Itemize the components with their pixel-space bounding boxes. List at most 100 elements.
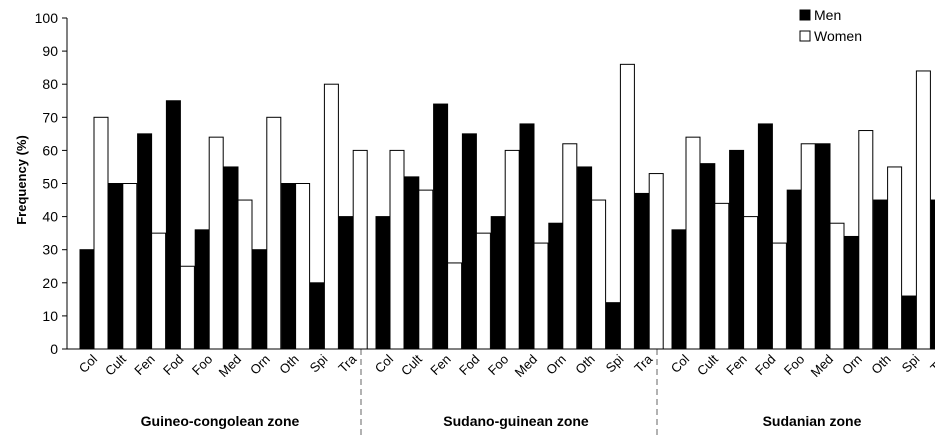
category-label: Fen xyxy=(723,352,749,378)
bar-women xyxy=(151,232,167,350)
bar-women xyxy=(743,216,759,350)
bar-women xyxy=(685,136,701,350)
group-label: Sudano-guinean zone xyxy=(443,413,589,429)
bar-women xyxy=(619,63,635,350)
bars xyxy=(79,63,935,350)
bar-women xyxy=(504,149,520,350)
y-tick-label: 30 xyxy=(42,242,58,258)
category-label: Cult xyxy=(102,351,129,378)
y-tick-label: 90 xyxy=(42,43,58,59)
group-label: Guineo-congolean zone xyxy=(141,413,300,429)
bar-men xyxy=(490,216,506,350)
bar-women xyxy=(447,262,463,350)
bar-women xyxy=(266,116,282,350)
bar-men xyxy=(700,163,716,350)
bar-men xyxy=(901,295,917,350)
bar-women xyxy=(389,149,405,350)
bar-women xyxy=(771,242,787,350)
bar-men xyxy=(281,183,297,350)
category-label: Tra xyxy=(631,351,656,376)
category-label: Tra xyxy=(335,351,360,376)
category-label: Oth xyxy=(572,352,597,377)
category-label: Fod xyxy=(160,352,186,378)
bar-men xyxy=(338,216,354,350)
bar-men xyxy=(548,222,564,350)
bar-women xyxy=(533,242,549,350)
bar-women xyxy=(887,166,903,350)
bar-men xyxy=(930,199,935,350)
bar-women xyxy=(648,173,664,350)
category-label: Oth xyxy=(276,352,301,377)
bar-women xyxy=(208,136,224,350)
category-label: Foo xyxy=(485,352,511,378)
bar-men xyxy=(194,229,210,350)
category-label: Cult xyxy=(398,351,425,378)
category-label: Fen xyxy=(427,352,453,378)
bar-women xyxy=(915,70,931,350)
bar-men xyxy=(844,235,860,350)
bar-men xyxy=(165,100,181,350)
category-label: Oth xyxy=(868,352,893,377)
y-tick-label: 100 xyxy=(35,10,59,26)
bar-men xyxy=(815,143,831,350)
category-label: Tra xyxy=(927,351,935,376)
category-label: Cult xyxy=(694,351,721,378)
bar-women xyxy=(237,199,253,350)
y-tick-label: 20 xyxy=(42,275,58,291)
bar-men xyxy=(252,249,268,350)
bar-women xyxy=(562,143,578,350)
bar-men xyxy=(671,229,687,350)
category-label: Fod xyxy=(456,352,482,378)
category-label: Orn xyxy=(543,352,569,378)
category-label: Med xyxy=(808,352,836,380)
bar-women xyxy=(295,183,311,350)
bar-men xyxy=(729,149,745,350)
category-label: Col xyxy=(76,351,100,375)
category-labels: Col Cult Fen Fod Foo Med Orn Oth Spi Tra Col Cult Fe… xyxy=(76,351,935,380)
y-axis-title: Frequency (%) xyxy=(14,135,29,225)
bar-men xyxy=(309,282,325,350)
category-label: Foo xyxy=(189,352,215,378)
legend-swatch xyxy=(799,9,811,21)
bar-men xyxy=(223,166,239,350)
bar-men xyxy=(79,249,95,350)
bar-women xyxy=(93,116,109,350)
bar-men xyxy=(634,192,650,350)
category-label: Fen xyxy=(131,352,157,378)
bar-men xyxy=(786,189,802,350)
bar-men xyxy=(137,133,153,350)
bar-women xyxy=(714,202,730,350)
y-tick-label: 50 xyxy=(42,176,58,192)
bar-women xyxy=(323,83,339,350)
bar-men xyxy=(577,166,593,350)
category-label: Orn xyxy=(839,352,865,378)
bar-women xyxy=(352,149,368,350)
category-label: Med xyxy=(216,352,244,380)
y-tick-label: 40 xyxy=(42,209,58,225)
category-label: Foo xyxy=(781,352,807,378)
y-tick-label: 70 xyxy=(42,109,58,125)
bar-men xyxy=(375,216,391,350)
y-tick-label: 10 xyxy=(42,308,58,324)
category-label: Spi xyxy=(899,351,923,375)
bar-men xyxy=(433,103,449,350)
bar-men xyxy=(404,176,420,350)
bar-men xyxy=(461,133,477,350)
bar-men xyxy=(757,123,773,350)
bar-women xyxy=(829,222,845,350)
category-label: Orn xyxy=(247,352,273,378)
bar-men xyxy=(605,302,621,350)
y-tick-label: 80 xyxy=(42,76,58,92)
legend-label: Women xyxy=(814,28,862,44)
bar-women xyxy=(475,232,491,350)
legend-label: Men xyxy=(814,7,841,23)
y-tick-label: 0 xyxy=(50,341,58,357)
category-label: Spi xyxy=(603,351,627,375)
bar-women xyxy=(418,189,434,350)
category-label: Col xyxy=(372,351,396,375)
category-label: Col xyxy=(668,351,692,375)
group-label: Sudanian zone xyxy=(763,413,862,429)
group-labels: Guineo-congolean zone Sudano-guinean zone… xyxy=(141,349,862,436)
bar-women xyxy=(800,143,816,350)
